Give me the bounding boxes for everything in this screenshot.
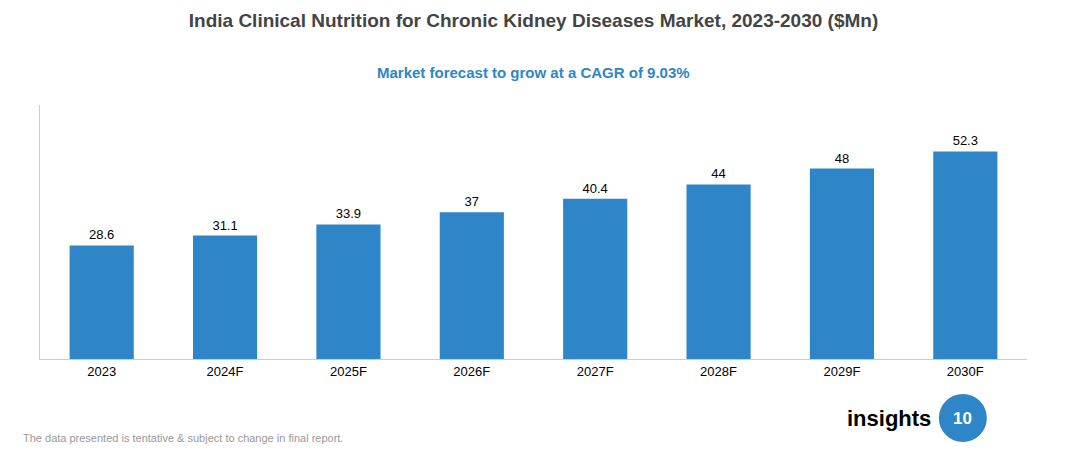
svg-text:Market forecast to grow at a C: Market forecast to grow at a CAGR of 9.0… <box>377 64 690 81</box>
svg-text:10: 10 <box>953 409 972 428</box>
svg-text:2030F: 2030F <box>947 364 984 379</box>
svg-text:40.4: 40.4 <box>583 181 608 196</box>
svg-text:2024F: 2024F <box>207 364 244 379</box>
svg-text:48: 48 <box>835 151 849 166</box>
svg-text:2029F: 2029F <box>824 364 861 379</box>
svg-text:2026F: 2026F <box>453 364 490 379</box>
svg-text:2027F: 2027F <box>577 364 614 379</box>
svg-text:The data presented is tentativ: The data presented is tentative & subjec… <box>23 432 343 444</box>
svg-text:52.3: 52.3 <box>953 133 978 148</box>
svg-text:31.1: 31.1 <box>212 218 237 233</box>
svg-text:37: 37 <box>465 194 479 209</box>
svg-text:2023: 2023 <box>87 364 116 379</box>
svg-text:2028F: 2028F <box>700 364 737 379</box>
svg-text:44: 44 <box>711 166 725 181</box>
svg-text:28.6: 28.6 <box>89 227 114 242</box>
svg-text:33.9: 33.9 <box>336 206 361 221</box>
svg-text:2025F: 2025F <box>330 364 367 379</box>
svg-text:insights: insights <box>847 406 931 431</box>
svg-text:India Clinical Nutrition for C: India Clinical Nutrition for Chronic Kid… <box>189 10 878 31</box>
